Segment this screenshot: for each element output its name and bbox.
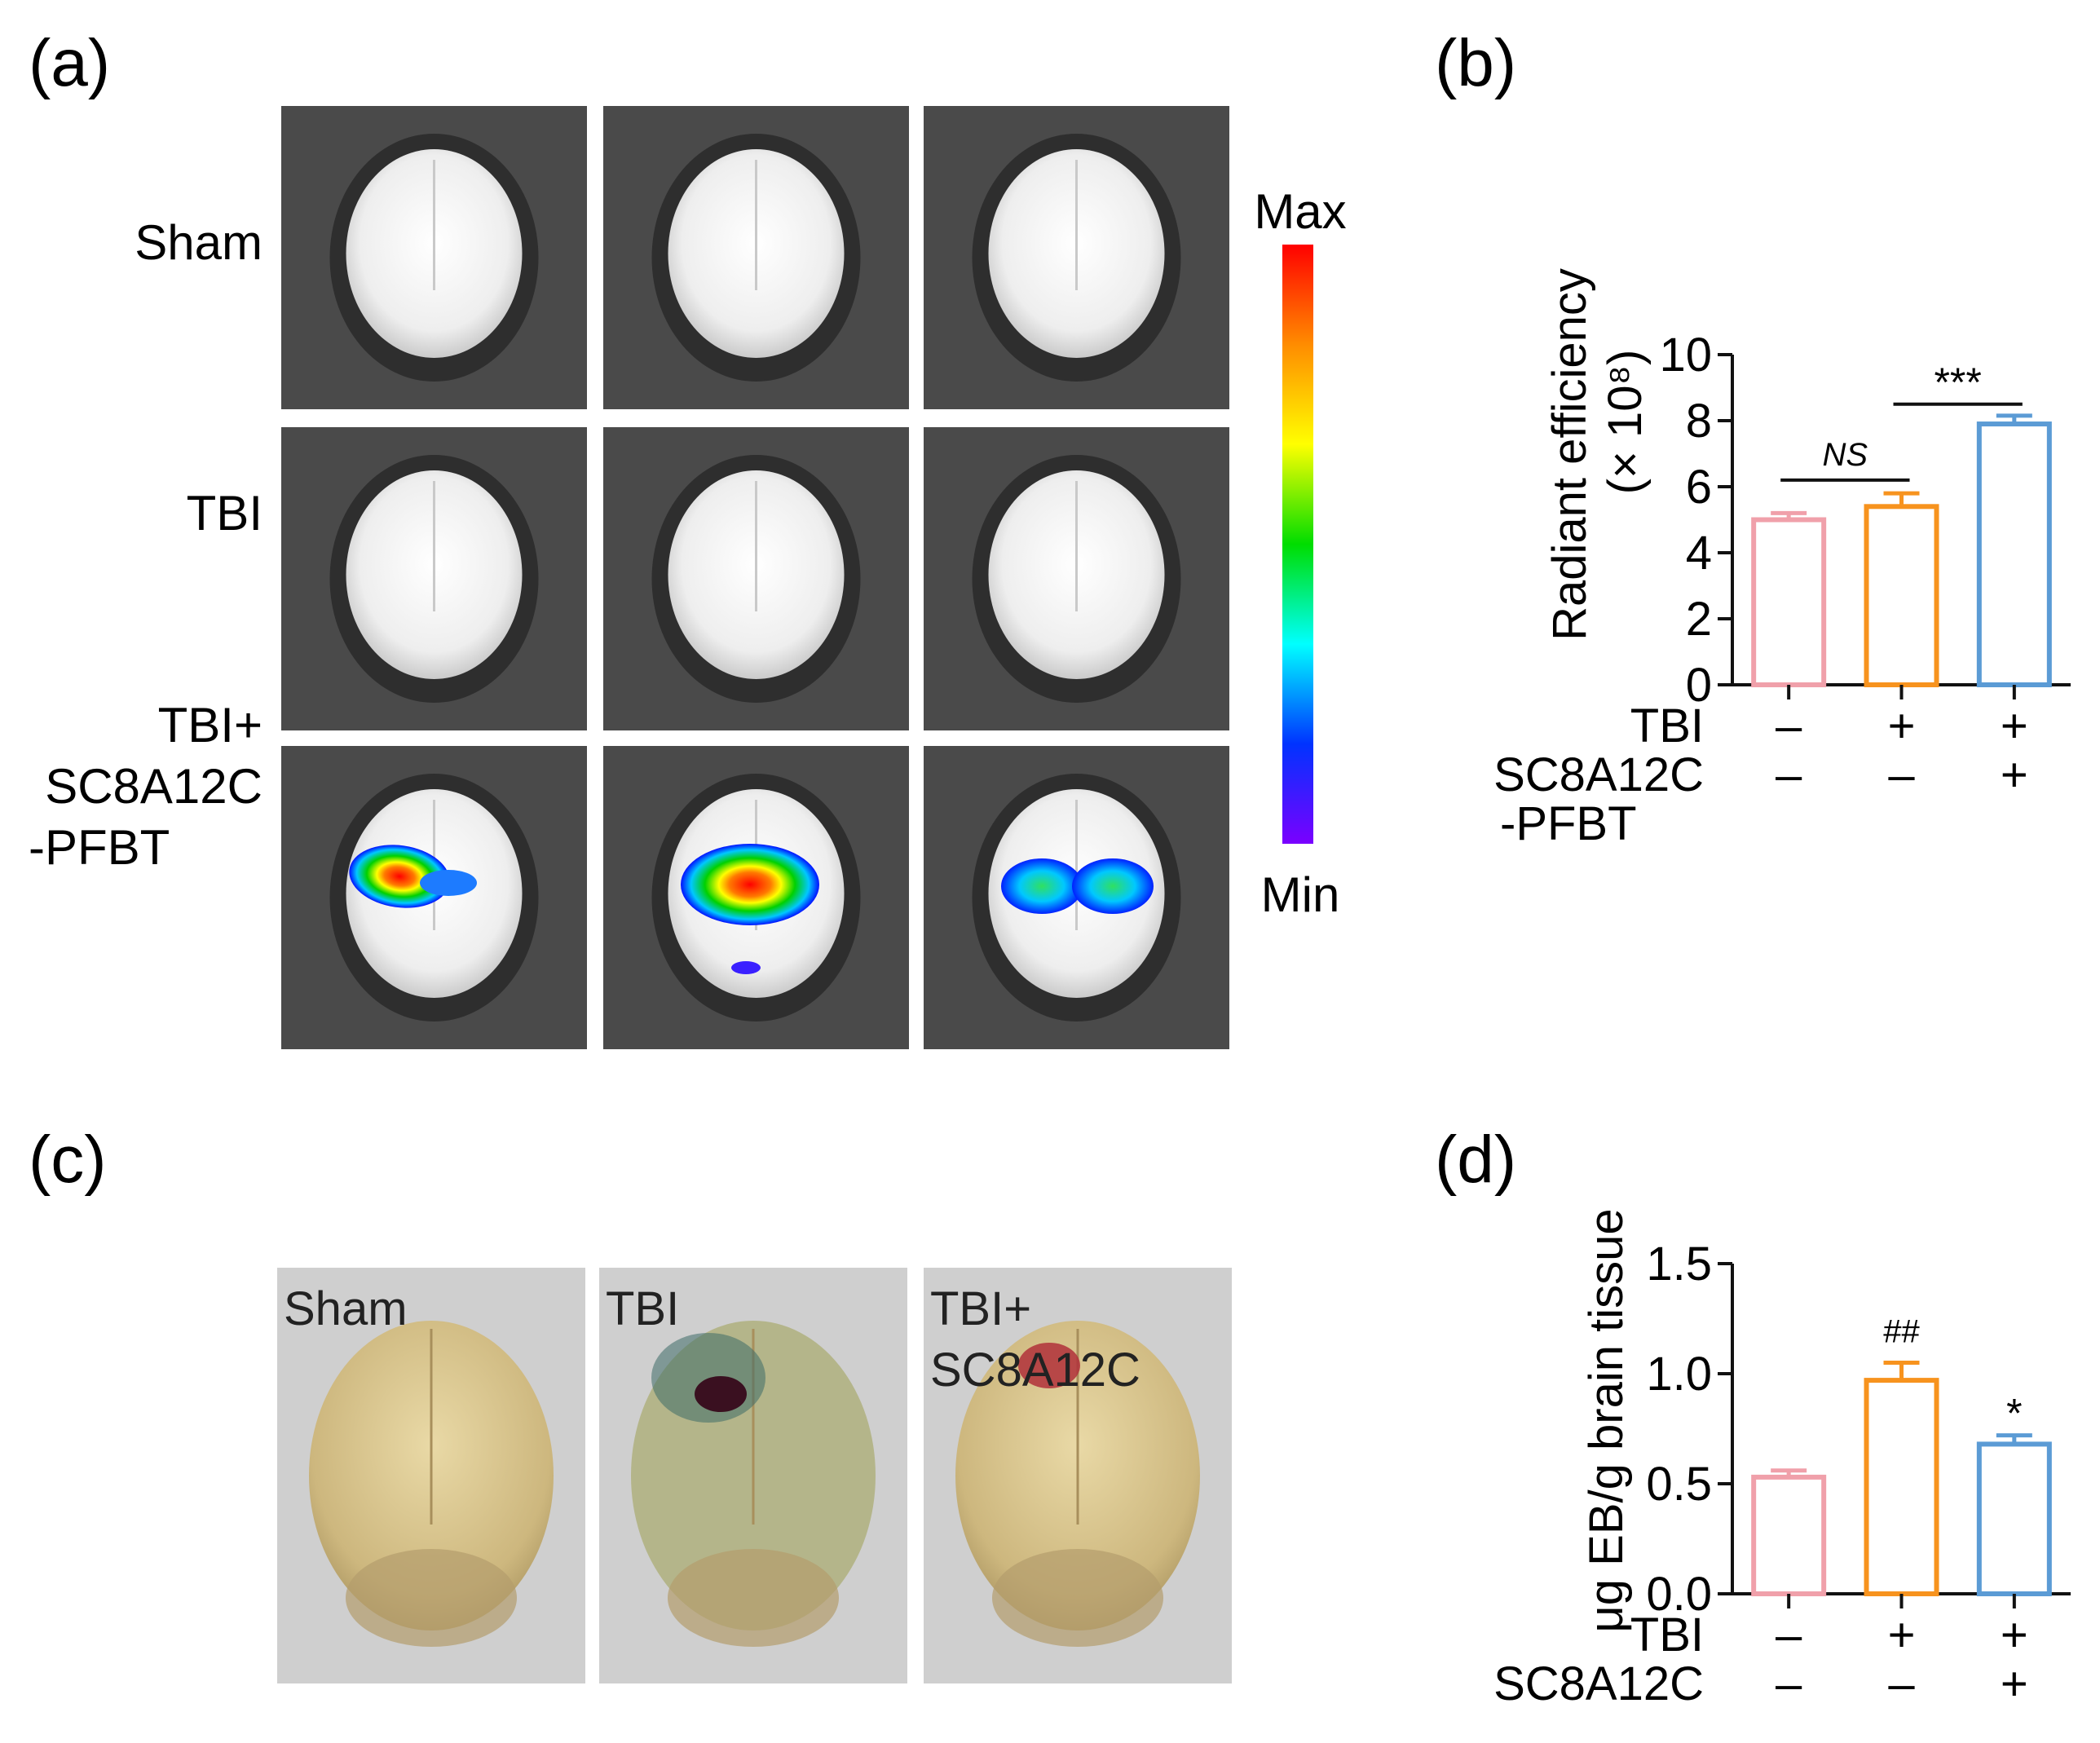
row-label-line2: SC8A12C: [45, 759, 262, 814]
imaging-cell-r1-c1: [281, 106, 587, 409]
condition-sign-r2-c2: –: [1888, 1657, 1915, 1710]
row-label-line3: -PFBT: [29, 820, 170, 875]
fluorescence-left-lobe: [1001, 858, 1083, 914]
sig-label-star: ***: [1934, 360, 1981, 405]
fluorescence-small-spot: [731, 961, 761, 974]
panel-d-label: (d): [1435, 1123, 1516, 1197]
condition-sign-r1-c2: +: [1888, 1608, 1916, 1661]
imaging-cell-r2-c2: [603, 427, 909, 730]
bar-3: [1976, 1441, 2052, 1597]
sig-label-star: *: [2006, 1391, 2022, 1436]
y-tick-label: 1.0: [1646, 1348, 1712, 1401]
fluorescence-spot: [681, 844, 819, 925]
condition-label-2: SC8A12C: [1493, 1657, 1704, 1710]
panel-a-label: (a): [29, 26, 110, 100]
bar-3: [1976, 421, 2052, 687]
lesion: [695, 1376, 747, 1412]
condition-sign-r1-c3: +: [2001, 699, 2028, 752]
y-axis-label-line2: (× 10⁸): [1599, 350, 1652, 495]
bar-1: [1751, 517, 1827, 687]
photo-3: TBI+ SC8A12C: [924, 1268, 1232, 1683]
y-tick-label: 0.0: [1646, 1568, 1712, 1621]
condition-label-2: SC8A12C: [1493, 748, 1704, 801]
y-axis-label: μg EB/g brain tissue: [1580, 1208, 1633, 1632]
row-label-tbi-text: TBI: [187, 486, 262, 541]
cerebellum: [668, 1549, 839, 1647]
photo-2: TBI: [599, 1268, 907, 1683]
photo-label-line-1: TBI+: [930, 1282, 1031, 1335]
y-axis-label: Radiant efficiency: [1543, 268, 1596, 641]
colorbar-max-label: Max: [1254, 184, 1346, 239]
sig-label-ns: NS: [1823, 437, 1868, 473]
photo-row: Sham TBI TBI+ SC8A12C: [277, 1268, 1232, 1683]
condition-sign-r2-c3: +: [2001, 748, 2028, 801]
photo-label-line-1: TBI: [606, 1282, 679, 1335]
panel-c-label: (c): [29, 1123, 107, 1197]
imaging-cell-r1-c3: [924, 106, 1229, 409]
y-tick-label: 10: [1659, 329, 1712, 382]
imaging-cell-r2-c1: [281, 427, 587, 730]
photo-label-line-1: Sham: [284, 1282, 408, 1335]
condition-sign-r1-c2: +: [1888, 699, 1916, 752]
colorbar-gradient: [1282, 245, 1313, 844]
photo-label-line-2: SC8A12C: [930, 1344, 1140, 1397]
bar-2: [1864, 1378, 1939, 1596]
condition-sign-r1-c1: –: [1776, 699, 1802, 752]
condition-label-1: TBI: [1630, 699, 1704, 752]
fluorescence-spot: [349, 845, 450, 908]
colorbar-min-label: Min: [1261, 867, 1340, 922]
row-label-sham: Sham: [135, 215, 262, 270]
condition-label-1: TBI: [1630, 1608, 1704, 1661]
fluorescence-tail: [420, 870, 477, 896]
row-label-sham-text: Sham: [135, 215, 262, 270]
colorbar: Max Min: [1254, 184, 1346, 922]
bar-1: [1751, 1474, 1827, 1597]
fluorescence-right-lobe: [1072, 858, 1154, 914]
sig-label-hash: ##: [1883, 1314, 1920, 1350]
imaging-cell-r2-c3: [924, 427, 1229, 730]
y-tick-label: 8: [1686, 395, 1712, 448]
cerebellum: [346, 1549, 517, 1647]
imaging-cell-r3-c3: [924, 746, 1229, 1049]
y-tick-label: 0.5: [1646, 1458, 1712, 1511]
condition-sign-r2-c3: +: [2001, 1657, 2028, 1710]
panel-b-label: (b): [1435, 26, 1516, 100]
y-tick-label: 6: [1686, 461, 1712, 514]
imaging-cell-r1-c2: [603, 106, 909, 409]
condition-sign-r2-c1: –: [1776, 1657, 1802, 1710]
lesion: [1018, 1343, 1080, 1388]
condition-sign-r1-c1: –: [1776, 1608, 1802, 1661]
condition-label-3: -PFBT: [1500, 797, 1637, 850]
condition-sign-r2-c1: –: [1776, 748, 1802, 801]
y-tick-label: 0: [1686, 659, 1712, 712]
bar-2: [1864, 504, 1939, 687]
y-tick-label: 4: [1686, 527, 1712, 580]
imaging-cell-r3-c2: [603, 746, 909, 1049]
imaging-grid: [281, 106, 1229, 1049]
y-tick-label: 1.5: [1646, 1238, 1712, 1291]
cerebellum: [992, 1549, 1163, 1647]
condition-sign-r2-c2: –: [1888, 748, 1915, 801]
photo-1: Sham: [277, 1268, 585, 1683]
row-label-tbi: TBI: [187, 486, 262, 541]
imaging-cell-r3-c1: [281, 746, 587, 1049]
row-label-tbi-sc8a12c-pfbt: TBI+ SC8A12C -PFBT: [29, 698, 262, 875]
row-label-line1: TBI+: [158, 698, 262, 752]
y-tick-label: 2: [1686, 593, 1712, 646]
condition-sign-r1-c3: +: [2001, 1608, 2028, 1661]
